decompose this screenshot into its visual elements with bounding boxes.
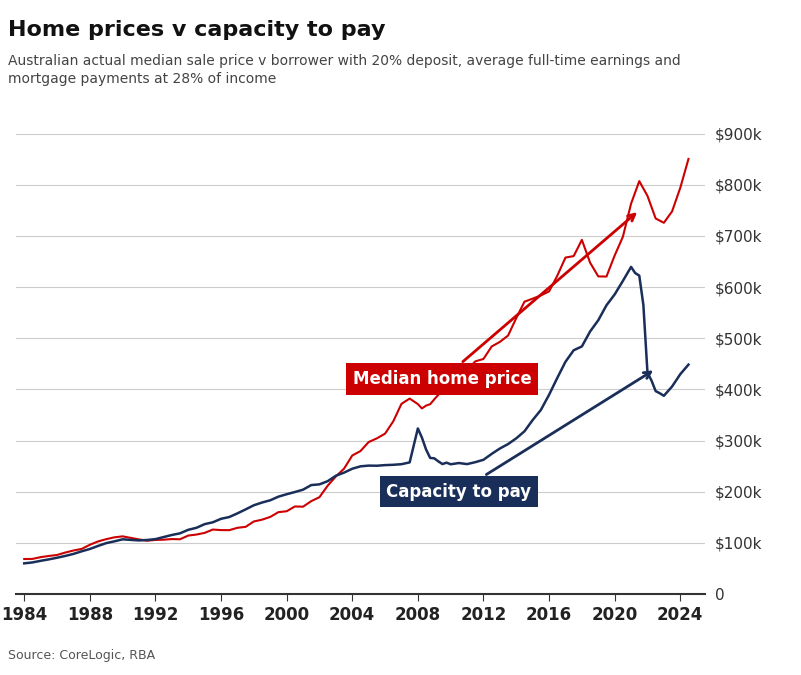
Text: Capacity to pay: Capacity to pay [386, 372, 650, 501]
Text: Median home price: Median home price [353, 214, 635, 388]
Text: Source: CoreLogic, RBA: Source: CoreLogic, RBA [8, 649, 155, 662]
Text: Australian actual median sale price v borrower with 20% deposit, average full-ti: Australian actual median sale price v bo… [8, 54, 681, 86]
Text: Home prices v capacity to pay: Home prices v capacity to pay [8, 20, 385, 40]
